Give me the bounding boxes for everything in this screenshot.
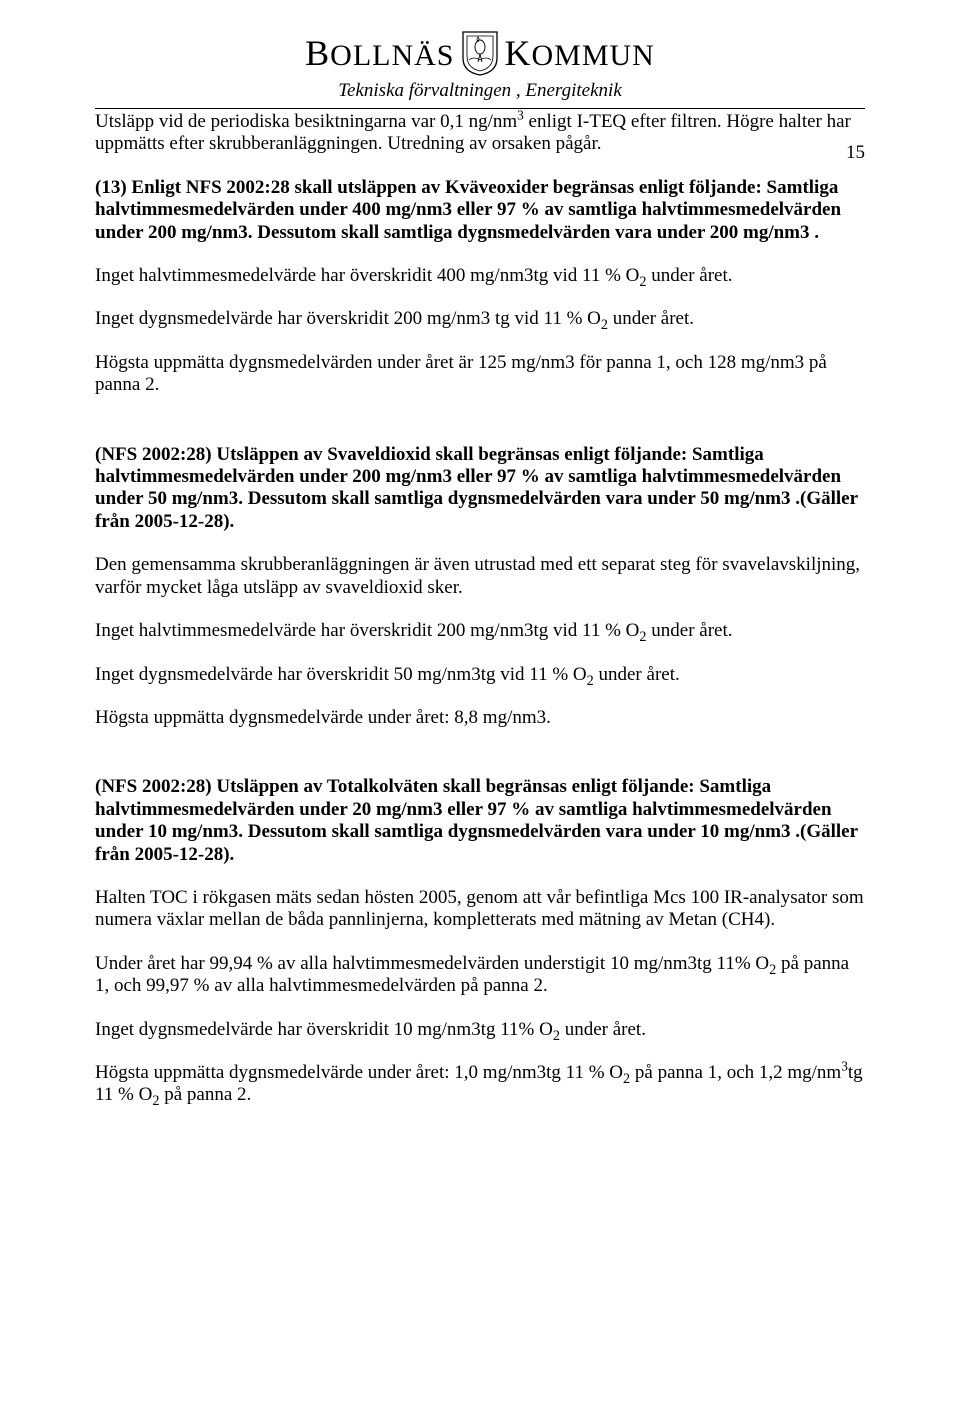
p4b: under året. [608, 308, 694, 329]
sub2-1: 2 [639, 274, 646, 290]
p9a: Inget dygnsmedelvärde har överskridit 50… [95, 664, 587, 685]
paragraph-10: Högsta uppmätta dygnsmedelvärde under år… [95, 707, 865, 729]
sub2-4: 2 [587, 672, 594, 688]
p4a: Inget dygnsmedelvärde har överskridit 20… [95, 308, 601, 329]
sup3-2: 3 [841, 1059, 848, 1074]
p3b: under året. [647, 265, 733, 286]
paragraph-5: Högsta uppmätta dygnsmedelvärden under å… [95, 352, 865, 397]
p14a: Inget dygnsmedelvärde har överskridit 10… [95, 1019, 553, 1040]
paragraph-7: Den gemensamma skrubberanläggningen är ä… [95, 554, 865, 599]
org-name-left: BOLLNÄS [305, 32, 454, 74]
paragraph-3: Inget halvtimmesmedelvärde har överskrid… [95, 265, 865, 287]
crest-icon [461, 30, 499, 76]
p9b: under året. [594, 664, 680, 685]
paragraph-nfs-so2: (NFS 2002:28) Utsläppen av Svaveldioxid … [95, 444, 865, 534]
document-body: Utsläpp vid de periodiska besiktningarna… [95, 111, 865, 1107]
paragraph-14: Inget dygnsmedelvärde har överskridit 10… [95, 1019, 865, 1041]
p15a: Högsta uppmätta dygnsmedelvärde under år… [95, 1062, 623, 1083]
p8a: Inget halvtimmesmedelvärde har överskrid… [95, 620, 639, 641]
paragraph-9: Inget dygnsmedelvärde har överskridit 50… [95, 664, 865, 686]
paragraph-8: Inget halvtimmesmedelvärde har överskrid… [95, 620, 865, 642]
document-page: BOLLNÄS KOMMUN Tekniska förvaltningen , … [0, 0, 960, 1168]
paragraph-nfs-toc: (NFS 2002:28) Utsläppen av Totalkolväten… [95, 776, 865, 866]
paragraph-nfs-13: (13) Enligt NFS 2002:28 skall utsläppen … [95, 177, 865, 244]
p14b: under året. [560, 1019, 646, 1040]
page-number: 15 [846, 142, 865, 164]
p3a: Inget halvtimmesmedelvärde har överskrid… [95, 265, 639, 286]
p15d: på panna 2. [159, 1084, 251, 1105]
section-gap-1 [95, 418, 865, 444]
org-name-left-rest: OLLNÄS [330, 39, 454, 72]
org-logo-line: BOLLNÄS KOMMUN [95, 30, 865, 76]
document-header: BOLLNÄS KOMMUN Tekniska förvaltningen , … [95, 30, 865, 102]
paragraph-4: Inget dygnsmedelvärde har överskridit 20… [95, 308, 865, 330]
sub2-6: 2 [553, 1027, 560, 1043]
header-rule [95, 108, 865, 109]
paragraph-12: Halten TOC i rökgasen mäts sedan hösten … [95, 887, 865, 932]
p15b: på panna 1, och 1,2 mg/nm [630, 1062, 841, 1083]
department-name: Tekniska förvaltningen , Energiteknik [95, 80, 865, 102]
org-name-right-rest: OMMUN [532, 39, 655, 72]
p13a: Under året har 99,94 % av alla halvtimme… [95, 953, 769, 974]
p1a: Utsläpp vid de periodiska besiktningarna… [95, 111, 517, 132]
sub2-2: 2 [601, 317, 608, 333]
sub2-3: 2 [639, 629, 646, 645]
paragraph-15: Högsta uppmätta dygnsmedelvärde under år… [95, 1062, 865, 1107]
org-name-right: KOMMUN [505, 32, 655, 74]
sup3-1: 3 [517, 108, 524, 123]
paragraph-intro: Utsläpp vid de periodiska besiktningarna… [95, 111, 865, 156]
paragraph-13: Under året har 99,94 % av alla halvtimme… [95, 953, 865, 998]
p8b: under året. [647, 620, 733, 641]
section-gap-2 [95, 750, 865, 776]
